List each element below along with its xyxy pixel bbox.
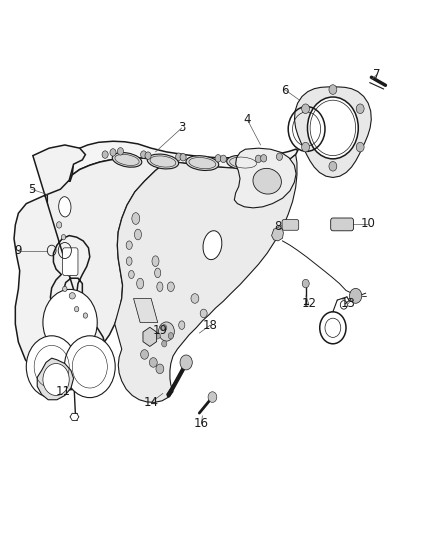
Polygon shape	[294, 87, 371, 177]
Polygon shape	[37, 358, 74, 400]
Ellipse shape	[179, 321, 185, 329]
Ellipse shape	[74, 306, 79, 312]
Ellipse shape	[155, 268, 161, 278]
Polygon shape	[47, 158, 167, 352]
Circle shape	[26, 336, 77, 398]
Text: 8: 8	[275, 220, 282, 233]
Circle shape	[350, 288, 362, 303]
FancyBboxPatch shape	[63, 248, 78, 276]
Circle shape	[110, 149, 116, 156]
Polygon shape	[134, 298, 158, 322]
Text: 3: 3	[178, 122, 185, 134]
Ellipse shape	[132, 213, 140, 224]
Circle shape	[180, 154, 186, 161]
Circle shape	[145, 152, 151, 159]
Ellipse shape	[126, 241, 132, 249]
Circle shape	[215, 155, 221, 162]
Text: 18: 18	[203, 319, 218, 332]
Ellipse shape	[191, 294, 199, 303]
Circle shape	[159, 322, 174, 341]
Polygon shape	[14, 145, 106, 390]
Polygon shape	[143, 327, 157, 346]
Polygon shape	[272, 228, 283, 241]
Text: 9: 9	[14, 244, 21, 257]
Ellipse shape	[152, 256, 159, 266]
Ellipse shape	[67, 270, 72, 276]
Circle shape	[302, 279, 309, 288]
Circle shape	[141, 151, 147, 158]
Circle shape	[149, 358, 157, 367]
Ellipse shape	[157, 282, 163, 292]
FancyBboxPatch shape	[282, 220, 299, 230]
Ellipse shape	[253, 168, 281, 194]
Circle shape	[302, 104, 310, 114]
FancyBboxPatch shape	[331, 218, 353, 231]
Circle shape	[208, 392, 217, 402]
Text: 4: 4	[244, 114, 251, 126]
Text: 19: 19	[152, 324, 167, 337]
Circle shape	[155, 333, 160, 339]
Circle shape	[176, 153, 182, 160]
Circle shape	[220, 155, 226, 163]
Text: 5: 5	[28, 183, 35, 196]
Text: 6: 6	[281, 84, 289, 97]
Circle shape	[162, 325, 167, 331]
Ellipse shape	[112, 152, 142, 167]
Polygon shape	[234, 148, 296, 208]
Ellipse shape	[203, 231, 222, 260]
Text: 16: 16	[194, 417, 209, 430]
Polygon shape	[70, 141, 298, 185]
Circle shape	[156, 364, 164, 374]
Ellipse shape	[134, 229, 141, 240]
Ellipse shape	[61, 235, 66, 240]
Circle shape	[329, 85, 337, 94]
Circle shape	[43, 364, 69, 395]
Circle shape	[329, 161, 337, 171]
Ellipse shape	[69, 293, 75, 299]
Ellipse shape	[63, 286, 67, 292]
Circle shape	[168, 333, 173, 339]
Circle shape	[356, 142, 364, 152]
Circle shape	[64, 336, 115, 398]
Ellipse shape	[186, 156, 219, 171]
Circle shape	[255, 155, 261, 163]
Circle shape	[180, 355, 192, 370]
Circle shape	[43, 289, 97, 356]
Ellipse shape	[129, 271, 134, 279]
Ellipse shape	[227, 155, 259, 170]
Text: 11: 11	[56, 385, 71, 398]
Circle shape	[102, 151, 108, 158]
Circle shape	[276, 153, 283, 160]
Text: 13: 13	[341, 297, 356, 310]
Ellipse shape	[200, 309, 207, 318]
Circle shape	[261, 155, 267, 162]
Circle shape	[307, 97, 358, 159]
Circle shape	[302, 142, 310, 152]
Ellipse shape	[167, 282, 174, 292]
Polygon shape	[115, 155, 297, 402]
Text: 10: 10	[360, 217, 375, 230]
Circle shape	[356, 104, 364, 114]
Text: 7: 7	[373, 68, 381, 81]
Ellipse shape	[57, 222, 62, 228]
Ellipse shape	[147, 154, 179, 169]
Circle shape	[141, 350, 148, 359]
Circle shape	[117, 148, 124, 155]
Ellipse shape	[126, 257, 132, 265]
Circle shape	[162, 341, 167, 347]
Ellipse shape	[83, 313, 88, 318]
Ellipse shape	[59, 197, 71, 217]
Text: 14: 14	[144, 396, 159, 409]
Ellipse shape	[137, 278, 144, 289]
Text: 12: 12	[301, 297, 316, 310]
